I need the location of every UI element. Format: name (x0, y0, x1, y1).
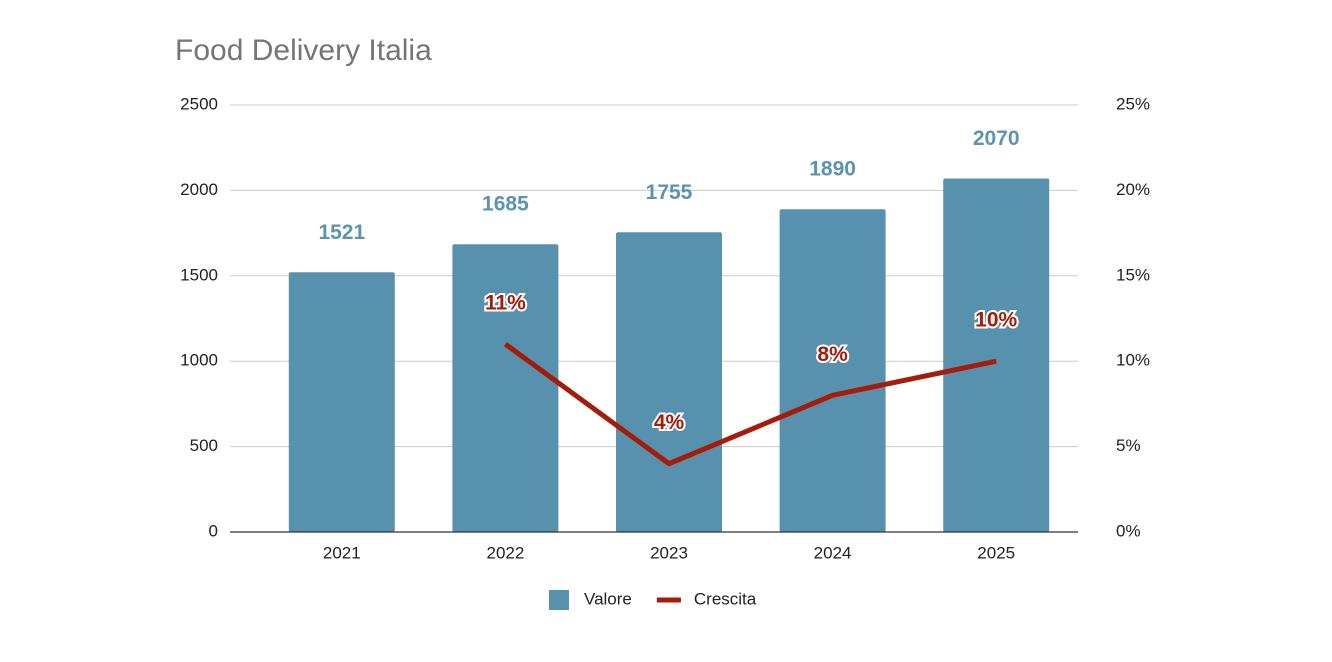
y-tick-label: 500 (190, 436, 218, 455)
y2-tick-label: 20% (1116, 180, 1150, 199)
bar (943, 178, 1050, 532)
line-value-label: 10% (975, 309, 1017, 332)
bar (616, 232, 722, 532)
y2-tick-label: 25% (1116, 94, 1150, 113)
y-tick-label: 1000 (180, 351, 218, 370)
y2-tick-label: 15% (1116, 265, 1150, 284)
legend-label: Valore (584, 589, 632, 608)
y2-tick-label: 10% (1116, 351, 1150, 370)
x-tick-label: 2021 (323, 543, 361, 562)
bar-value-label: 1521 (318, 221, 365, 244)
chart-title: Food Delivery Italia (175, 34, 432, 67)
line-value-label: 11% (485, 292, 526, 315)
legend-swatch (549, 590, 569, 610)
y-tick-label: 2500 (180, 94, 218, 113)
bar (779, 209, 886, 533)
bar (452, 244, 559, 532)
bar (288, 272, 395, 532)
y2-tick-label: 5% (1116, 436, 1141, 455)
x-tick-label: 2022 (486, 543, 524, 562)
y-tick-label: 2000 (180, 180, 218, 199)
y-tick-label: 0 (209, 521, 218, 540)
bar-value-label: 1890 (809, 158, 856, 181)
bar-value-label: 1685 (482, 193, 529, 216)
bar-value-label: 1755 (646, 181, 693, 204)
x-tick-label: 2024 (814, 543, 852, 562)
x-tick-label: 2023 (650, 543, 688, 562)
x-tick-label: 2025 (977, 543, 1015, 562)
line (503, 342, 997, 467)
bar-value-label: 2070 (973, 127, 1020, 150)
line-value-label: 8% (817, 343, 848, 366)
legend-label: Crescita (694, 589, 757, 608)
y-tick-label: 1500 (180, 265, 218, 284)
line-value-label: 4% (654, 411, 685, 434)
y2-tick-label: 0% (1116, 521, 1141, 540)
